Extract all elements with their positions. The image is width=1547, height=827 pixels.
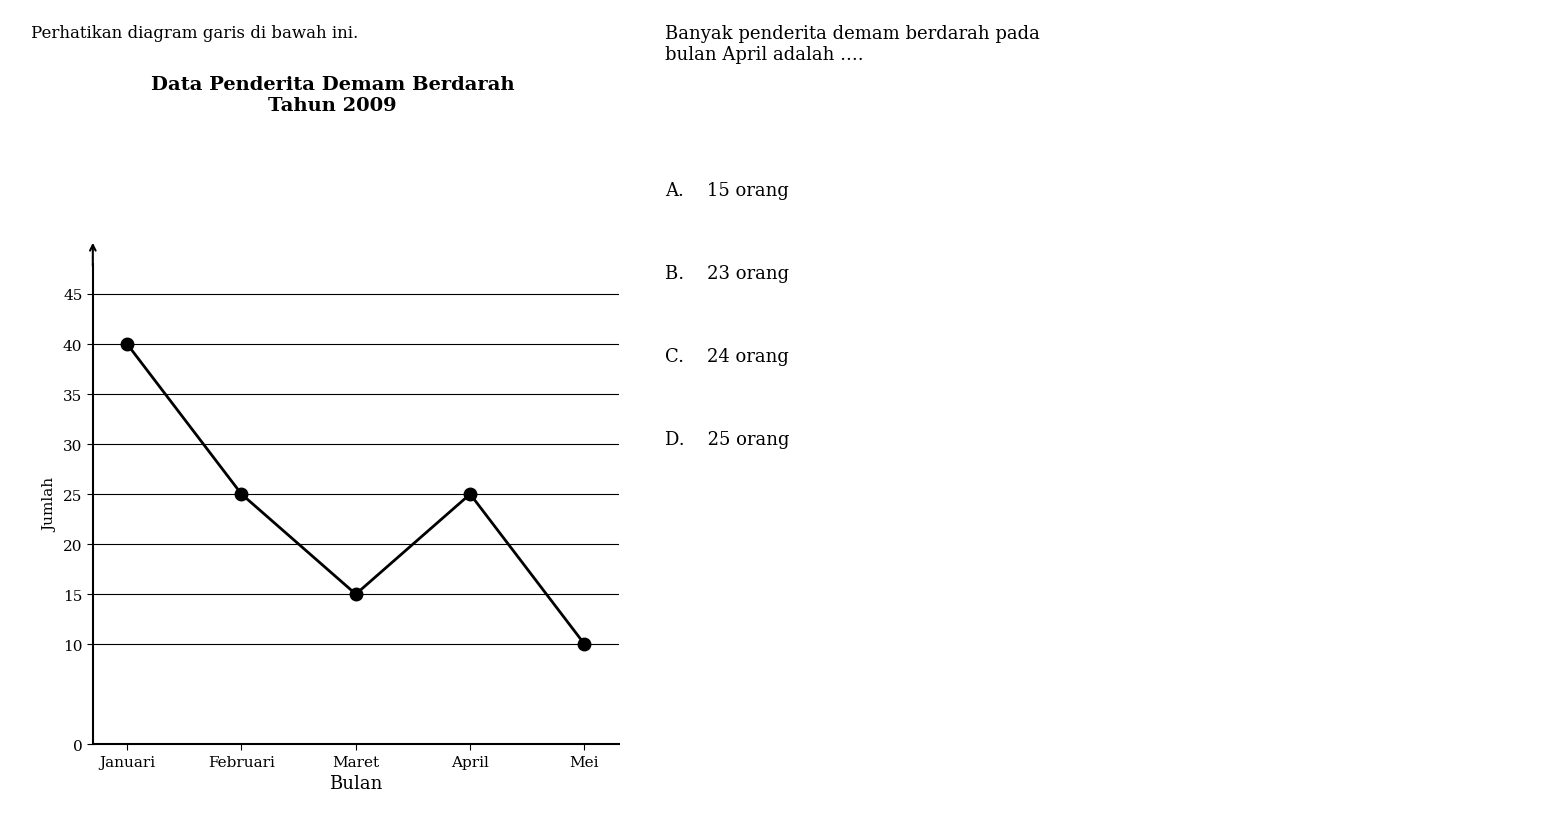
- Text: C.    24 orang: C. 24 orang: [665, 347, 789, 366]
- Text: D.    25 orang: D. 25 orang: [665, 430, 789, 448]
- Text: Perhatikan diagram garis di bawah ini.: Perhatikan diagram garis di bawah ini.: [31, 25, 359, 42]
- X-axis label: Bulan: Bulan: [330, 774, 382, 792]
- Text: B.    23 orang: B. 23 orang: [665, 265, 789, 283]
- Text: Data Penderita Demam Berdarah
Tahun 2009: Data Penderita Demam Berdarah Tahun 2009: [150, 76, 515, 114]
- Y-axis label: Jumlah: Jumlah: [43, 477, 57, 532]
- Text: Banyak penderita demam berdarah pada
bulan April adalah ....: Banyak penderita demam berdarah pada bul…: [665, 25, 1040, 64]
- Text: A.    15 orang: A. 15 orang: [665, 182, 789, 200]
